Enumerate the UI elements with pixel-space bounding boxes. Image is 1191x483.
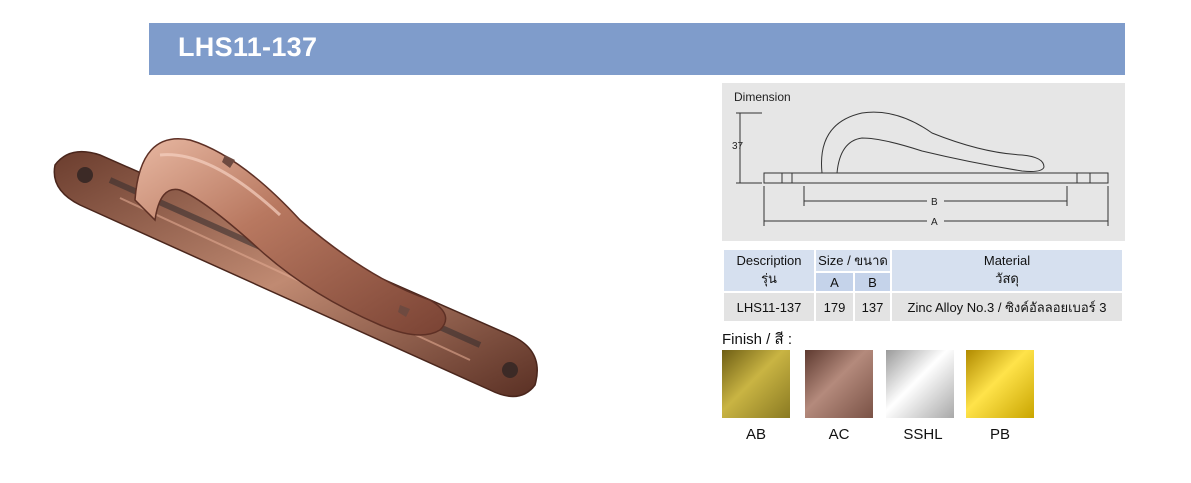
swatch-ac xyxy=(805,350,873,418)
product-photo xyxy=(53,138,538,398)
finish-name-ab: AB xyxy=(745,426,766,443)
dimension-height-label: 37 xyxy=(732,141,744,152)
description-header: Description xyxy=(736,252,802,268)
title-bar xyxy=(149,23,1125,75)
dimension-panel xyxy=(722,83,1125,241)
b-value-cell: 137 xyxy=(855,293,890,321)
material-header-th: วัสดุ xyxy=(995,270,1019,286)
a-value-cell: 179 xyxy=(816,293,853,321)
finish-name-sshl: SSHL xyxy=(903,426,943,443)
swatch-ab xyxy=(722,350,790,418)
swatch-pb xyxy=(966,350,1034,418)
finish-label: Finish / สี : xyxy=(722,331,793,348)
col-a-header: A xyxy=(816,273,853,291)
material-header-cell: Material วัสดุ xyxy=(892,250,1122,291)
material-cell: Zinc Alloy No.3 / ซิงค์อัลลอยเบอร์ 3 xyxy=(892,293,1122,321)
size-header: Size / ขนาด xyxy=(816,250,890,271)
dimension-b-label: B xyxy=(931,197,938,208)
dimension-title: Dimension xyxy=(734,90,791,104)
model-cell: LHS11-137 xyxy=(724,293,814,321)
finish-name-pb: PB xyxy=(989,426,1010,443)
product-title: LHS11-137 xyxy=(178,32,318,62)
dimension-drawing: 37 B A xyxy=(732,111,1109,228)
swatch-sshl xyxy=(886,350,954,418)
material-header: Material xyxy=(983,252,1031,268)
finish-name-ac: AC xyxy=(828,426,850,443)
col-b-header: B xyxy=(855,273,890,291)
description-header-th: รุ่น xyxy=(761,270,777,286)
dimension-a-label: A xyxy=(931,217,938,228)
spec-table: Description รุ่น Size / ขนาด Material วั… xyxy=(722,248,1124,323)
description-header-cell: Description รุ่น xyxy=(724,250,814,291)
